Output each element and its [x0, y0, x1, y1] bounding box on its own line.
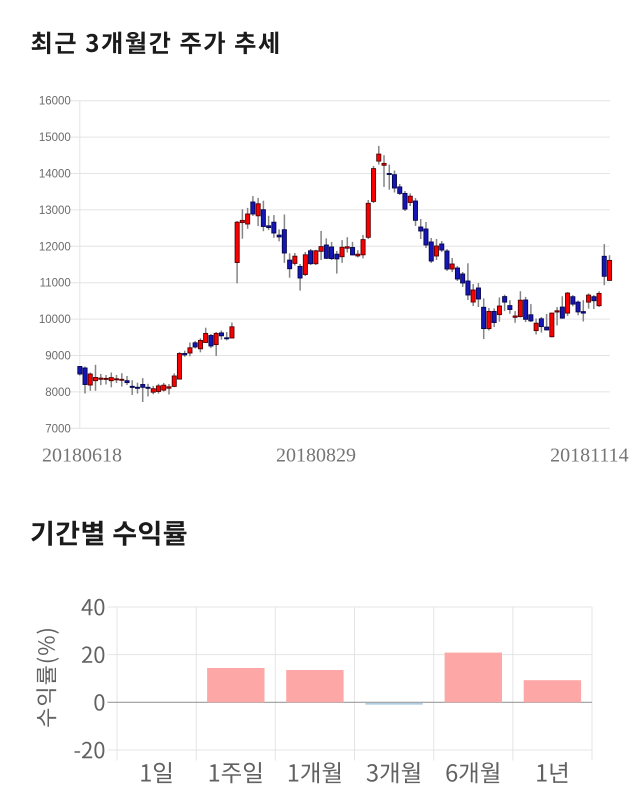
svg-text:11000: 11000 — [40, 278, 71, 290]
svg-text:13000: 13000 — [39, 205, 71, 217]
svg-text:15000: 15000 — [39, 132, 71, 144]
svg-text:20180618: 20180618 — [42, 445, 122, 467]
svg-text:12000: 12000 — [39, 241, 71, 253]
svg-text:16000: 16000 — [39, 96, 71, 108]
svg-text:20180829: 20180829 — [276, 445, 356, 467]
svg-text:14000: 14000 — [39, 169, 71, 181]
svg-text:10000: 10000 — [39, 314, 71, 326]
svg-text:7000: 7000 — [45, 423, 71, 435]
svg-text:8000: 8000 — [45, 387, 71, 399]
svg-text:20181114: 20181114 — [550, 445, 629, 467]
svg-text:9000: 9000 — [45, 351, 71, 363]
